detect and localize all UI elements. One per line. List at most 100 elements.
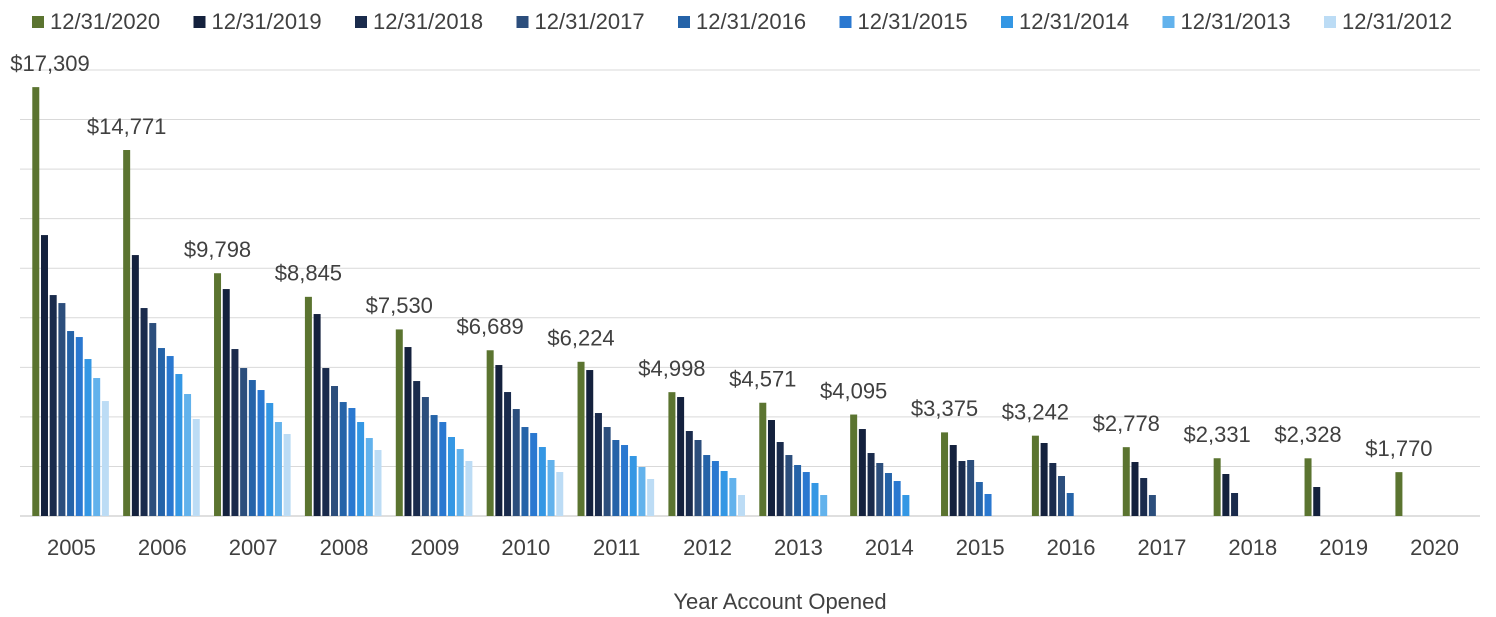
data-label: $2,331 (1184, 422, 1251, 447)
bar (266, 403, 274, 516)
bar (512, 409, 520, 516)
bar (794, 465, 802, 516)
bar (811, 482, 819, 516)
bar (439, 422, 447, 516)
bar (248, 380, 256, 516)
bar (365, 438, 373, 516)
x-tick-label: 2011 (593, 535, 640, 560)
bar (1122, 447, 1130, 516)
bar (84, 359, 92, 516)
x-tick-label: 2014 (865, 535, 914, 560)
x-axis-title: Year Account Opened (673, 589, 886, 614)
bar (58, 303, 66, 516)
bar (1231, 493, 1239, 516)
x-tick-label: 2019 (1319, 535, 1368, 560)
x-tick-label: 2005 (47, 535, 96, 560)
bar (668, 392, 676, 516)
bar (759, 402, 767, 516)
x-tick-label: 2017 (1137, 535, 1186, 560)
bar (902, 495, 910, 516)
bar (357, 422, 365, 516)
bar (820, 495, 828, 516)
data-label: $14,771 (87, 114, 167, 139)
bar (556, 472, 564, 516)
bar (274, 422, 282, 516)
bar (447, 437, 455, 516)
x-tick-label: 2008 (320, 535, 369, 560)
bar (192, 419, 200, 516)
bar (1313, 487, 1321, 516)
legend-swatch (193, 16, 206, 28)
data-label: $3,375 (911, 396, 978, 421)
bar (331, 386, 339, 516)
bar (867, 453, 875, 516)
bar (421, 397, 429, 516)
bar (184, 394, 192, 516)
data-label: $2,778 (1093, 411, 1160, 436)
bar (231, 349, 239, 516)
bar (738, 495, 746, 516)
bar (456, 449, 464, 516)
x-tick-label: 2006 (138, 535, 187, 560)
x-tick-label: 2015 (956, 535, 1005, 560)
bar (1031, 435, 1039, 516)
legend-label: 12/31/2012 (1342, 9, 1452, 34)
bar (123, 150, 131, 516)
data-label: $8,845 (275, 261, 342, 286)
bar (694, 440, 702, 516)
legend-label: 12/31/2014 (1019, 9, 1129, 34)
legend-swatch (1324, 16, 1336, 28)
bar (339, 402, 347, 516)
bar (1131, 462, 1139, 516)
bar (577, 361, 585, 516)
legend-label: 12/31/2018 (373, 9, 483, 34)
bar (767, 420, 775, 516)
bar (257, 390, 265, 516)
x-tick-label: 2018 (1228, 535, 1277, 560)
data-label: $9,798 (184, 237, 251, 262)
bar (465, 461, 473, 516)
bar (214, 273, 222, 516)
bar (802, 472, 810, 516)
bar (322, 368, 330, 516)
x-tick-label: 2009 (410, 535, 459, 560)
bar (958, 461, 966, 516)
bar (612, 440, 620, 516)
bar (850, 414, 858, 516)
x-tick-label: 2013 (774, 535, 823, 560)
bar (166, 356, 174, 516)
bar (304, 296, 312, 516)
bar (222, 289, 230, 516)
bar (776, 442, 784, 516)
bar (283, 434, 291, 516)
bar (521, 427, 529, 516)
data-label: $7,530 (366, 293, 433, 318)
bar (1066, 493, 1074, 516)
bar (101, 401, 109, 516)
bar (1304, 458, 1312, 516)
data-label: $3,242 (1002, 399, 1069, 424)
x-tick-label: 2012 (683, 535, 732, 560)
data-label: $4,571 (729, 367, 796, 392)
bar (703, 455, 711, 516)
bar (638, 467, 646, 516)
legend-swatch (1162, 16, 1175, 28)
bar (685, 431, 693, 516)
bar (67, 331, 75, 516)
legend-label: 12/31/2015 (858, 9, 968, 34)
legend-swatch (355, 16, 367, 28)
bar (594, 413, 602, 516)
legend-label: 12/31/2017 (535, 9, 645, 34)
bar (40, 235, 48, 516)
bar (175, 374, 183, 516)
x-tick-label: 2016 (1047, 535, 1096, 560)
bar (486, 350, 494, 516)
bar (1148, 495, 1156, 516)
bar (967, 460, 975, 516)
legend-label: 12/31/2013 (1181, 9, 1291, 34)
bar (157, 348, 165, 516)
bar (629, 456, 637, 516)
bar (603, 427, 611, 516)
bar (984, 493, 992, 516)
bar (413, 381, 421, 516)
